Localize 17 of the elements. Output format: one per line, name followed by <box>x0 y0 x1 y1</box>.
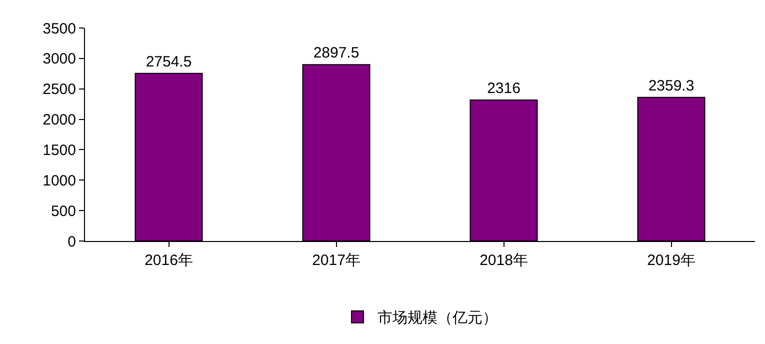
legend-label: 市场规模（亿元） <box>378 310 498 327</box>
data-label: 2359.3 <box>648 77 694 94</box>
y-tick-label: 3000 <box>42 50 76 68</box>
x-tick-label: 2019年 <box>647 252 696 269</box>
data-label: 2316 <box>487 80 520 98</box>
x-tick-label: 2016年 <box>144 252 193 269</box>
y-tick-label: 1500 <box>42 142 76 159</box>
data-label: 2897.5 <box>313 44 360 62</box>
x-tick-label: 2017年 <box>312 252 360 269</box>
x-tick-label: 2018年 <box>480 252 528 269</box>
y-tick-label: 3500 <box>42 20 76 38</box>
y-tick-label: 2000 <box>42 112 76 129</box>
y-tick-label: 2500 <box>42 81 76 98</box>
y-tick-label: 1000 <box>42 172 76 190</box>
data-label: 2754.5 <box>146 53 192 70</box>
y-tick-label: 500 <box>50 202 76 220</box>
y-tick-label: 0 <box>68 233 76 250</box>
